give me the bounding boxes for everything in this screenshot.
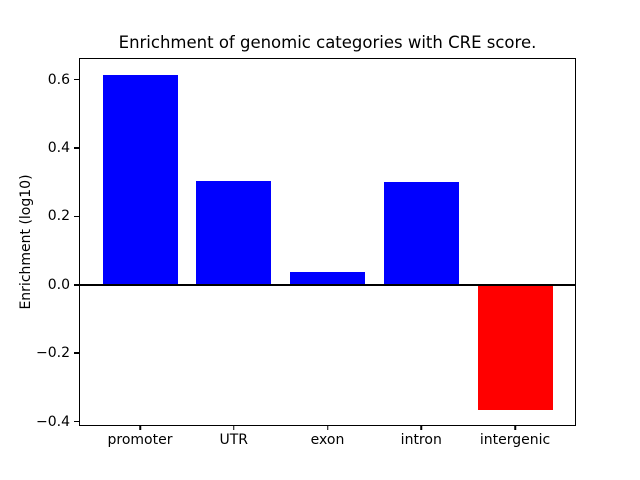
y-tick-label: 0.0 [47, 276, 70, 293]
bar-intergenic [477, 284, 553, 410]
x-tick-label-UTR: UTR [219, 432, 249, 448]
x-tick-label-intron: intron [400, 432, 442, 448]
y-tick [74, 284, 79, 286]
y-tick [74, 420, 79, 423]
y-tick-label: 0.4 [47, 139, 70, 156]
bar-exon [290, 272, 365, 285]
y-tick [74, 215, 79, 218]
x-tick-label-exon: exon [310, 432, 345, 448]
x-tick-label-promoter: promoter [107, 432, 173, 448]
y-axis-label: Enrichment (log10) [18, 174, 34, 310]
x-tick [420, 425, 422, 430]
x-tick [233, 425, 235, 430]
x-tick [139, 425, 141, 430]
bar-intron [383, 182, 459, 285]
zero-line [80, 283, 575, 286]
y-tick [74, 352, 79, 354]
y-tick [74, 147, 79, 149]
x-tick-label-intergenic: intergenic [479, 432, 551, 448]
y-tick-label: −0.4 [36, 413, 70, 430]
x-tick [514, 425, 516, 430]
bar-promoter [102, 75, 178, 285]
x-tick [326, 425, 329, 430]
y-tick-label: 0.6 [47, 71, 70, 88]
bar-UTR [196, 180, 272, 285]
y-tick [74, 78, 79, 81]
chart-title: Enrichment of genomic categories with CR… [118, 33, 537, 52]
plot-area: promoter UTR exon intron intergenic 0.6 0.4 0.2… [36, 58, 576, 448]
y-tick-label: 0.2 [47, 208, 70, 225]
y-tick-label: −0.2 [36, 345, 70, 362]
